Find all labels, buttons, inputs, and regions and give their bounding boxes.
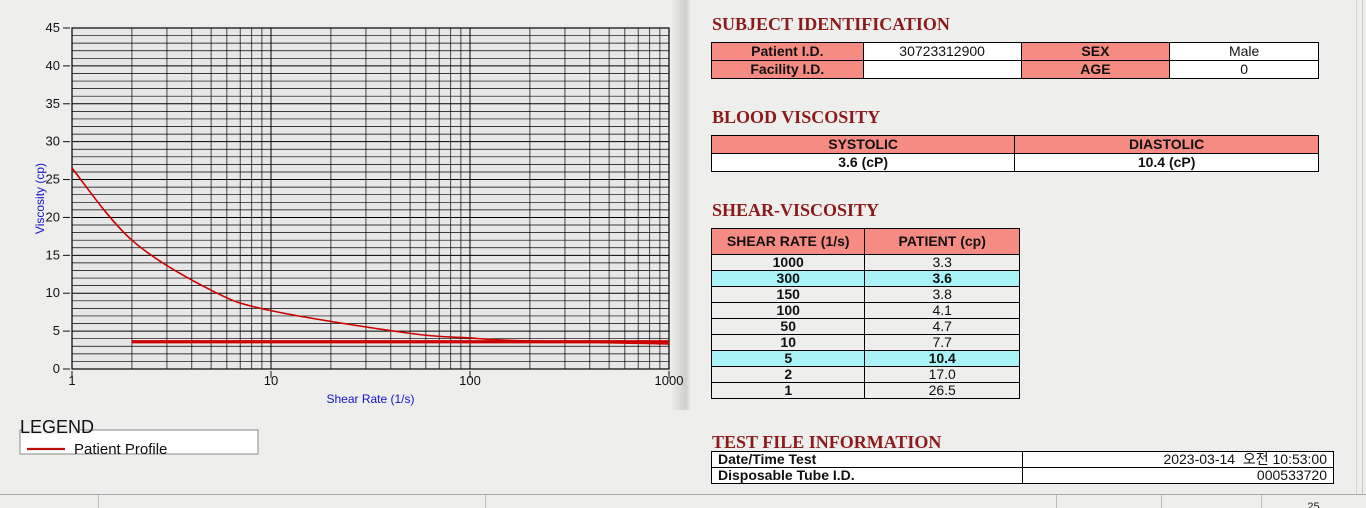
svg-text:10: 10	[46, 285, 60, 300]
svg-text:LEGEND: LEGEND	[20, 417, 94, 437]
svg-text:30: 30	[46, 134, 60, 149]
svg-text:Patient Profile: Patient Profile	[74, 441, 167, 458]
svg-text:0: 0	[53, 361, 60, 376]
svg-text:25: 25	[46, 172, 60, 187]
svg-text:20: 20	[46, 209, 60, 224]
svg-text:40: 40	[46, 58, 60, 73]
svg-text:45: 45	[46, 20, 60, 35]
svg-text:15: 15	[46, 247, 60, 262]
svg-text:35: 35	[46, 96, 60, 111]
svg-text:5: 5	[53, 323, 60, 338]
svg-text:Viscosity (cp): Viscosity (cp)	[33, 163, 47, 234]
svg-text:Shear Rate (1/s): Shear Rate (1/s)	[326, 392, 414, 406]
